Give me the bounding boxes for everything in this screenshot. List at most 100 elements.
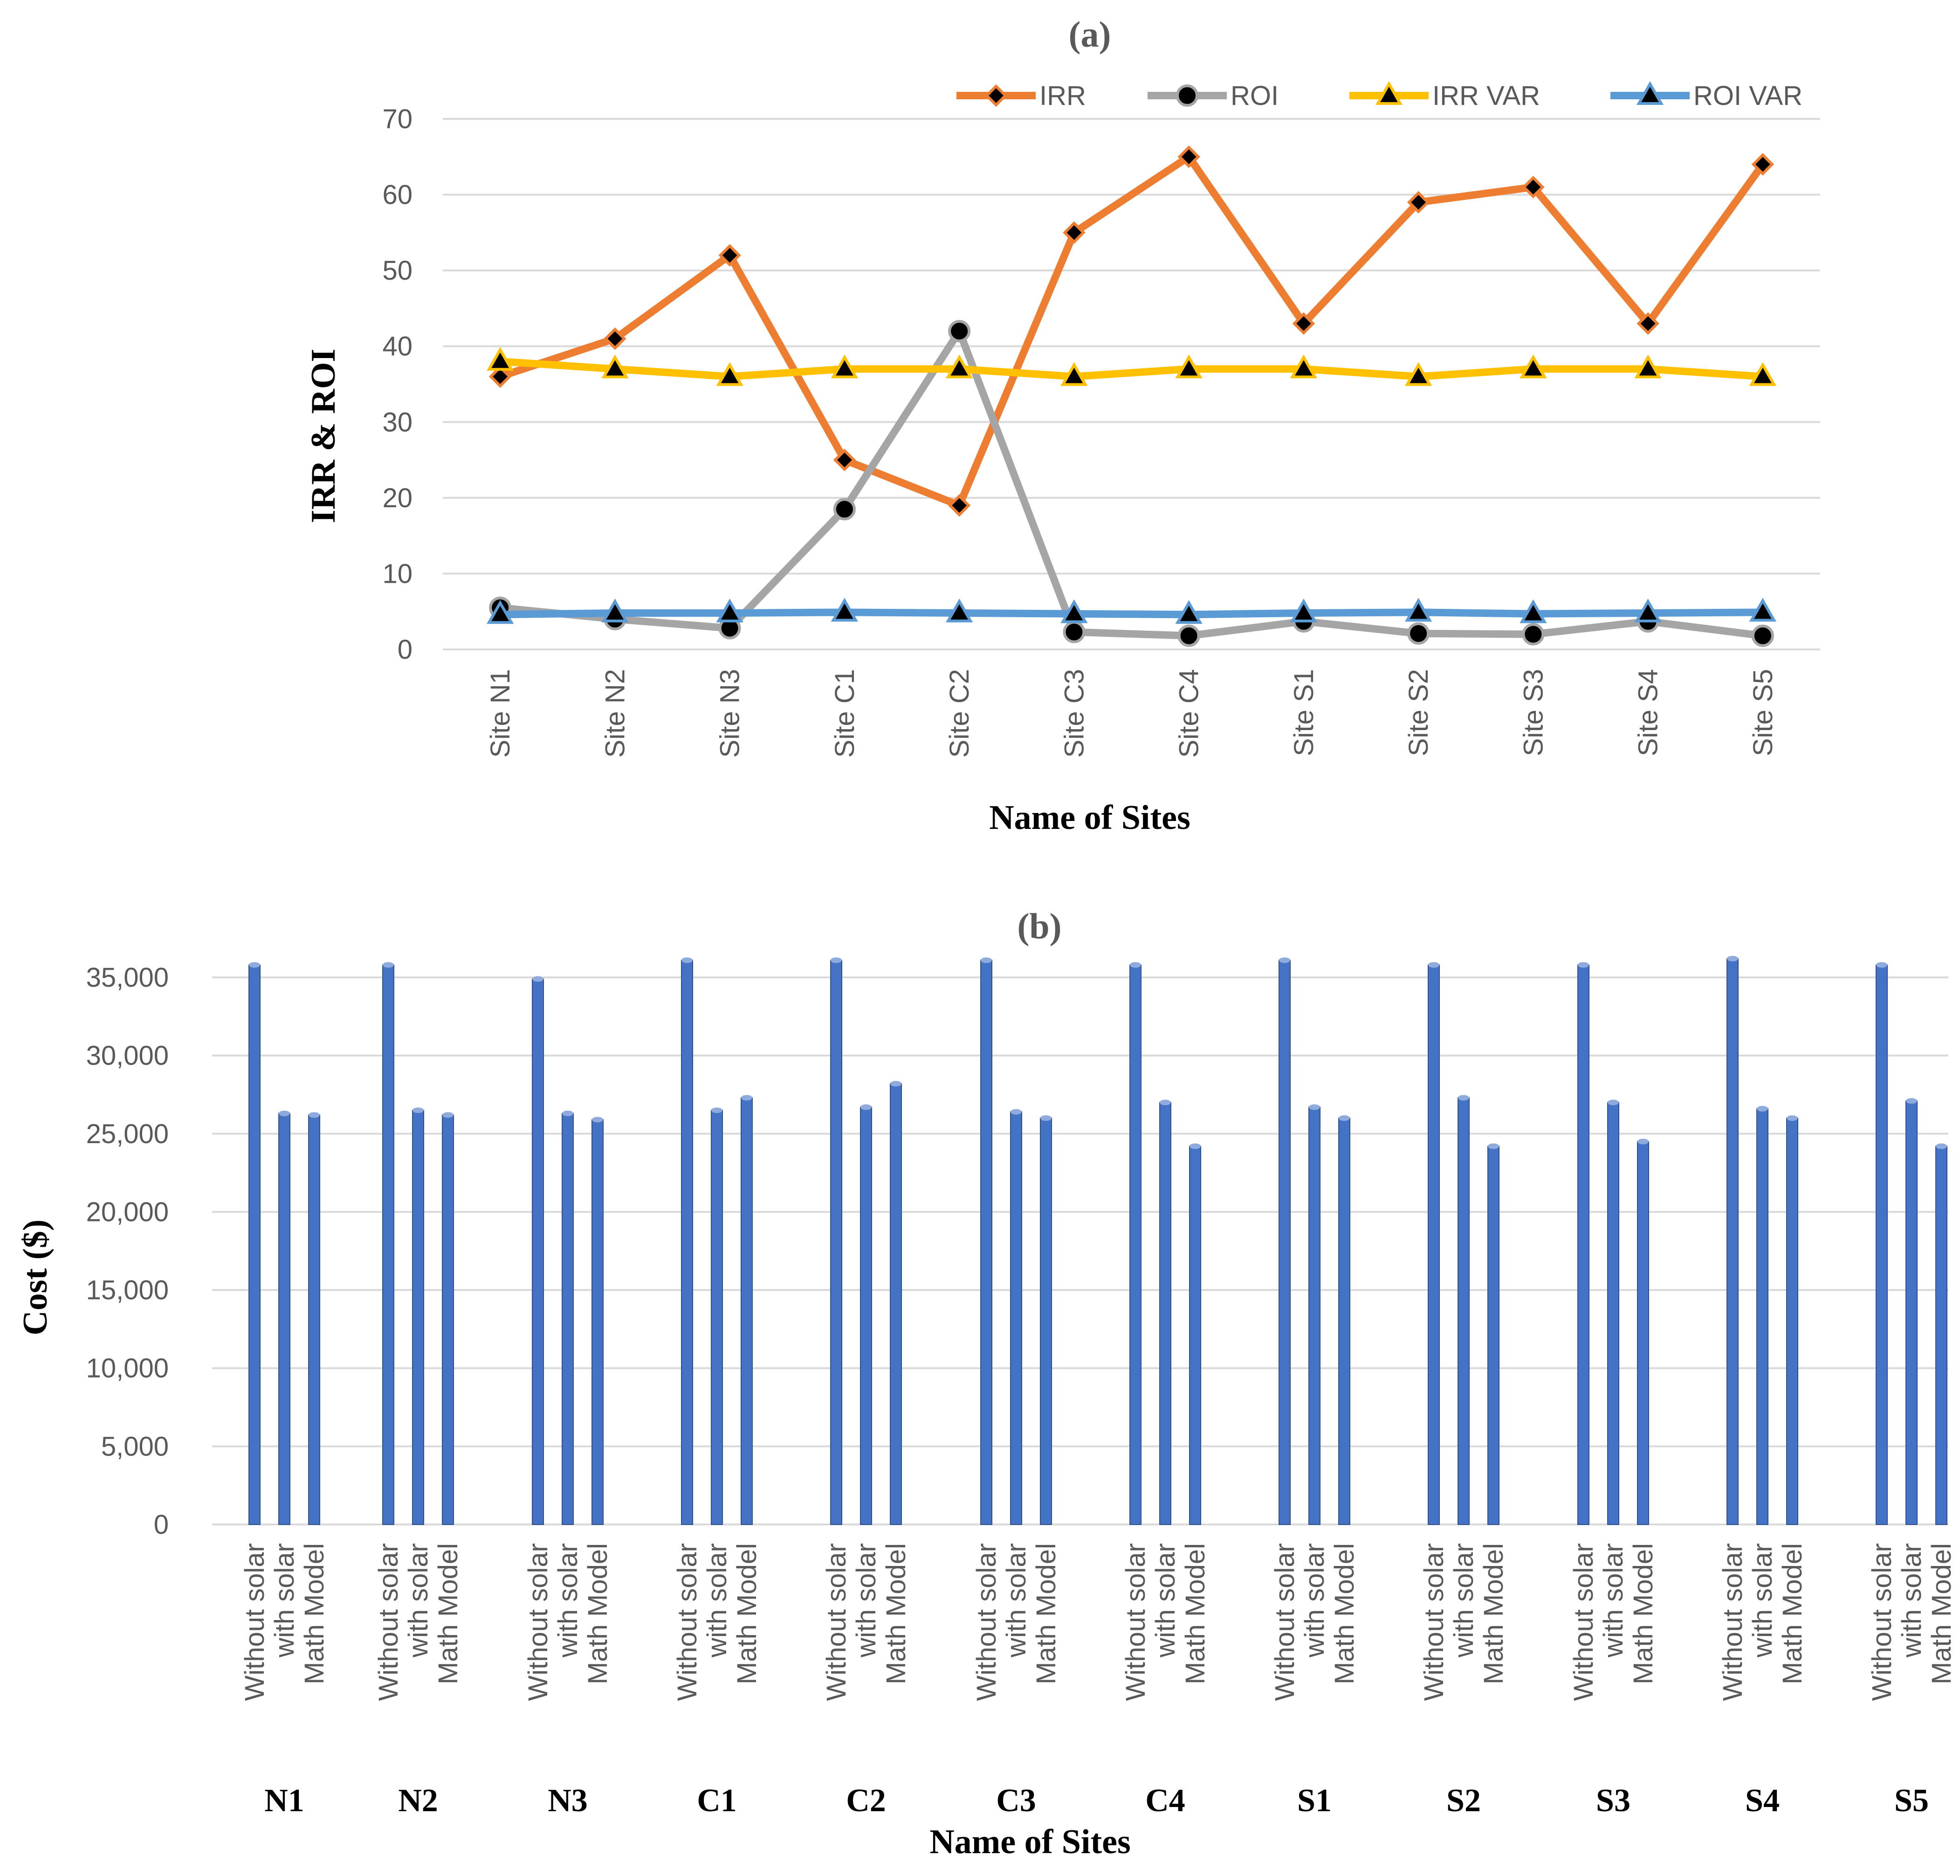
panel-a-point-roi [1177, 624, 1200, 647]
panel-b-y-tick-label: 30,000 [86, 1041, 169, 1071]
panel-b-bar-cap [1637, 1138, 1649, 1145]
panel-b-bar [308, 1114, 320, 1525]
panel-b-bar-group-s1 [1279, 957, 1350, 1525]
panel-b-bar-cap [890, 1081, 901, 1087]
panel-b-bar-group-c4 [1129, 962, 1201, 1525]
panel-b-bar-cap [1190, 1143, 1201, 1149]
panel-b-x-tick-label: with solar [403, 1543, 433, 1658]
panel-a-series-irr-var [486, 347, 1777, 386]
panel-b-group-label: N3 [548, 1783, 588, 1819]
panel-a-point-irr [1522, 176, 1545, 199]
panel-b-bar-group-n3 [532, 976, 604, 1525]
panel-b-y-tick-label: 10,000 [86, 1353, 169, 1384]
panel-a-x-tick-label: Site N3 [715, 669, 745, 758]
panel-b-bar-cap [442, 1112, 454, 1118]
panel-a-legend: IRR ROI IRR VAR ROI VAR [956, 81, 1802, 111]
panel-a-x-tick-label: Site S4 [1633, 669, 1664, 756]
panel-b-group-label: N2 [398, 1783, 438, 1819]
panel-b-bar [1726, 958, 1739, 1525]
panel-a-point-irr [718, 244, 741, 267]
panel-b-group-label: C1 [697, 1783, 737, 1819]
panel-b-group-label: C4 [1145, 1783, 1185, 1819]
panel-b-bar-group-s5 [1876, 962, 1947, 1525]
panel-a-x-tick-label: Site C1 [830, 669, 860, 758]
panel-b-y-axis-title: Cost ($) [16, 1220, 55, 1336]
panel-a-point-roi-var [1290, 598, 1318, 622]
panel-a-point-irr [1177, 145, 1200, 168]
panel-a-series-line-roi [496, 327, 1767, 640]
panel-b-bar-cap [1757, 1106, 1768, 1112]
panel-b-x-tick-label: with solar [269, 1543, 300, 1658]
panel-b-bar-cap [681, 957, 693, 963]
panel-b-bar [1935, 1145, 1947, 1525]
panel-b-bar-group-s2 [1428, 962, 1499, 1525]
panel-b-bar [1159, 1102, 1171, 1525]
panel-b-x-tick-label: Math Model [1777, 1543, 1808, 1684]
panel-b-y-tick-label: 35,000 [86, 963, 169, 993]
panel-b-group-label: N1 [264, 1783, 304, 1819]
panel-a-point-irr-var [1749, 362, 1777, 386]
panel-b-bar-cap [741, 1095, 752, 1101]
panel-a-y-tick-label: 70 [382, 104, 413, 134]
panel-b-x-tick-label: Math Model [1180, 1543, 1210, 1684]
panel-b-bar [1428, 964, 1440, 1525]
panel-b-bar-cap [1906, 1098, 1917, 1104]
panel-b-bar-cap [1130, 962, 1141, 968]
panel-a-point-irr-var [1175, 354, 1203, 379]
panel-a-point-irr [1292, 312, 1315, 335]
panel-b-bar [1905, 1100, 1918, 1525]
panel-a-x-tick-label: Site N2 [600, 669, 630, 758]
panel-b-x-tick-label: Without solar [1867, 1543, 1897, 1701]
panel-a-point-irr [488, 365, 512, 388]
panel-b-bar [248, 964, 261, 1525]
panel-b-bar [1577, 964, 1589, 1525]
panel-b-x-tick-label: with solar [1897, 1543, 1927, 1658]
panel-b-bar-group-c2 [830, 957, 902, 1525]
panel-b-group-label: C3 [996, 1783, 1036, 1819]
panel-b-group-label: S1 [1297, 1783, 1332, 1819]
panel-b-bar-cap [309, 1112, 320, 1118]
panel-b-bar [1010, 1111, 1022, 1525]
panel-a-point-irr-var [1060, 362, 1088, 386]
panel-b-x-tick-label: Without solar [1419, 1543, 1449, 1701]
panel-b-bar [681, 959, 693, 1525]
panel-a-x-tick-label: Site N1 [485, 669, 516, 758]
panel-a-y-tick-label: 20 [382, 483, 413, 513]
panel-a-x-tick-label: Site C2 [944, 669, 975, 758]
panel-b-x-tick-label: Math Model [299, 1543, 330, 1684]
panel-b-bar-cap [562, 1110, 573, 1117]
panel-b-bar [278, 1113, 290, 1525]
panel-a-y-tick-label: 0 [398, 635, 413, 665]
panel-b-bars [248, 956, 1947, 1525]
panel-b-x-tick-label: with solar [702, 1543, 732, 1658]
panel-a-point-irr-var [945, 354, 973, 379]
panel-a-series [486, 145, 1777, 647]
panel-b-x-tick-label: Math Model [1628, 1543, 1658, 1684]
panel-a-series-line-irr-var [496, 358, 1767, 380]
panel-b-bar-group-c1 [681, 957, 753, 1525]
panel-a-point-roi [948, 320, 971, 343]
panel-a-point-roi [1751, 624, 1774, 647]
panel-b-x-tick-label: with solar [1300, 1543, 1330, 1658]
panel-b-bar-cap [1458, 1095, 1469, 1101]
panel-b-bar [711, 1110, 723, 1525]
panel-b-bar-cap [831, 957, 842, 963]
panel-a-legend-item: IRR VAR [1349, 81, 1540, 111]
panel-a-x-tick-label: Site C4 [1174, 669, 1204, 758]
panel-b-x-ticks: Without solar with solar Math Model Without… [240, 1543, 1957, 1701]
panel-b-bar [562, 1113, 574, 1525]
panel-a-point-roi-var [1749, 598, 1777, 622]
panel-a-point-irr-var [1404, 362, 1432, 386]
panel-b-bar [532, 978, 544, 1525]
panel-a-point-irr-var [716, 362, 743, 386]
panel-b-x-tick-label: Math Model [433, 1543, 463, 1684]
panel-a-y-tick-label: 10 [382, 559, 413, 589]
panel-b-bar [1279, 959, 1291, 1525]
panel-a-point-irr [1407, 191, 1430, 214]
panel-a-x-axis-title: Name of Sites [989, 799, 1190, 837]
panel-b-bar [1786, 1117, 1798, 1525]
panel-a-point-roi-var [1060, 599, 1088, 623]
panel-b-bar-cap [1011, 1109, 1022, 1115]
panel-a-point-roi-var [1175, 600, 1203, 624]
panel-b-x-tick-label: with solar [553, 1543, 583, 1658]
